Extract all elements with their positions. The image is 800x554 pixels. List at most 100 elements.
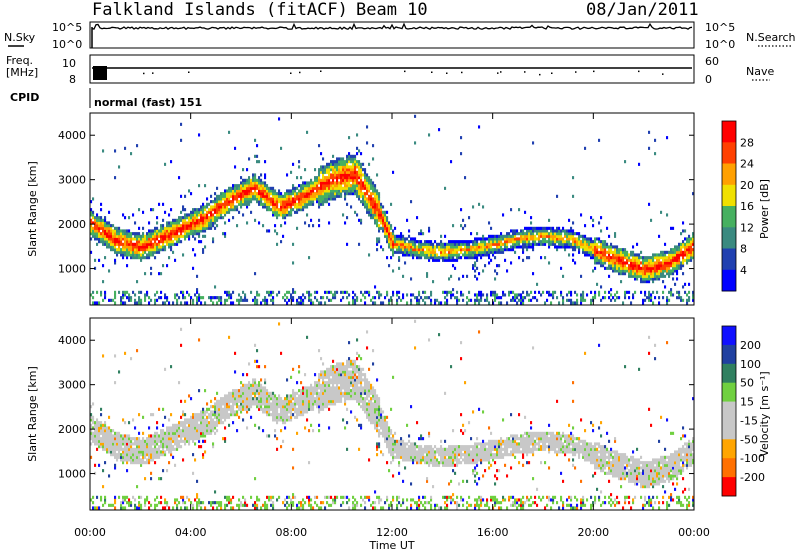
power-cell: [146, 240, 149, 244]
power-cell: [556, 232, 559, 236]
power-cell: [526, 237, 529, 241]
velocity-cell: [206, 423, 209, 427]
power-cell: [474, 248, 477, 252]
power-cell: [652, 253, 655, 257]
velocity-cell: [134, 503, 137, 507]
power-cell: [252, 298, 255, 302]
power-cell: [560, 240, 563, 244]
power-cell: [632, 261, 635, 265]
velocity-cell: [156, 495, 159, 499]
power-cell: [528, 234, 531, 238]
power-cell: [648, 296, 651, 300]
power-cell: [618, 266, 621, 270]
power-cell: [450, 250, 453, 254]
power-cell: [154, 293, 157, 297]
power-cell: [122, 253, 125, 257]
power-cell: [596, 253, 599, 257]
freq-label-line2: [MHz]: [6, 66, 38, 79]
power-cell: [126, 237, 129, 241]
power-cell: [354, 301, 357, 305]
power-cell: [142, 210, 145, 214]
velocity-cell: [274, 397, 277, 401]
velocity-cell: [266, 391, 269, 395]
velocity-cell: [188, 426, 191, 430]
power-cell: [114, 290, 117, 294]
power-cell: [334, 173, 337, 177]
velocity-cell: [206, 402, 209, 406]
power-cell: [382, 224, 385, 228]
velocity-cell: [150, 447, 153, 451]
power-cell: [162, 229, 165, 233]
power-cell: [288, 189, 291, 193]
power-cell: [318, 181, 321, 185]
velocity-cell: [230, 498, 233, 502]
power-cell: [618, 296, 621, 300]
power-cell: [522, 234, 525, 238]
velocity-cell: [194, 498, 197, 502]
power-cell: [114, 226, 117, 230]
power-cell: [240, 194, 243, 198]
velocity-cell: [190, 423, 193, 427]
power-cell: [672, 264, 675, 268]
power-cell: [588, 242, 591, 246]
power-cell: [570, 226, 573, 230]
date-label: 08/Jan/2011: [586, 0, 699, 20]
power-cell: [660, 250, 663, 254]
velocity-cell: [240, 399, 243, 403]
velocity-cell: [256, 383, 259, 387]
power-cell: [286, 301, 289, 305]
velocity-cell: [210, 503, 213, 507]
power-cell: [598, 240, 601, 244]
power-cell: [492, 250, 495, 254]
velocity-cell: [92, 439, 95, 443]
power-cell: [266, 298, 269, 302]
power-cell: [480, 248, 483, 252]
power-cell: [396, 248, 399, 252]
power-cell: [352, 181, 355, 185]
power-cell: [198, 213, 201, 217]
power-cell: [232, 197, 235, 201]
power-cell: [498, 240, 501, 244]
velocity-cell: [134, 447, 137, 451]
power-cell: [256, 197, 259, 201]
power-cell: [140, 290, 143, 294]
power-cell: [246, 194, 249, 198]
velocity-cell: [146, 461, 149, 465]
power-cell: [664, 269, 667, 273]
power-cell: [258, 160, 261, 164]
power-cell: [588, 253, 591, 257]
power-cell: [200, 226, 203, 230]
power-cell: [552, 229, 555, 233]
velocity-cell: [202, 423, 205, 427]
power-cell: [664, 242, 667, 246]
power-cell: [416, 256, 419, 260]
power-cell: [426, 248, 429, 252]
velocity-cell: [120, 506, 123, 510]
power-cell: [208, 224, 211, 228]
velocity-cell: [128, 447, 131, 451]
power-cell: [268, 202, 271, 206]
velocity-cell: [140, 453, 143, 457]
power-cell: [350, 189, 353, 193]
power-cell: [314, 192, 317, 196]
power-cell: [362, 192, 365, 196]
velocity-cell: [158, 437, 161, 441]
power-cell: [692, 250, 695, 254]
nave-label: Nave: [746, 65, 774, 78]
power-cell: [590, 256, 593, 260]
power-cell: [510, 229, 513, 233]
power-cell: [244, 293, 247, 297]
power-cell: [116, 237, 119, 241]
power-cell: [540, 226, 543, 230]
velocity-cell: [288, 405, 291, 409]
power-cell: [672, 256, 675, 260]
velocity-cell: [216, 410, 219, 414]
velocity-cell: [200, 434, 203, 438]
power-cell: [608, 256, 611, 260]
power-cell: [366, 192, 369, 196]
power-cell: [144, 245, 147, 249]
power-cell: [392, 253, 395, 257]
power-cell: [348, 186, 351, 190]
velocity-cell: [232, 405, 235, 409]
colorbar-tick-label: 28: [740, 136, 754, 149]
